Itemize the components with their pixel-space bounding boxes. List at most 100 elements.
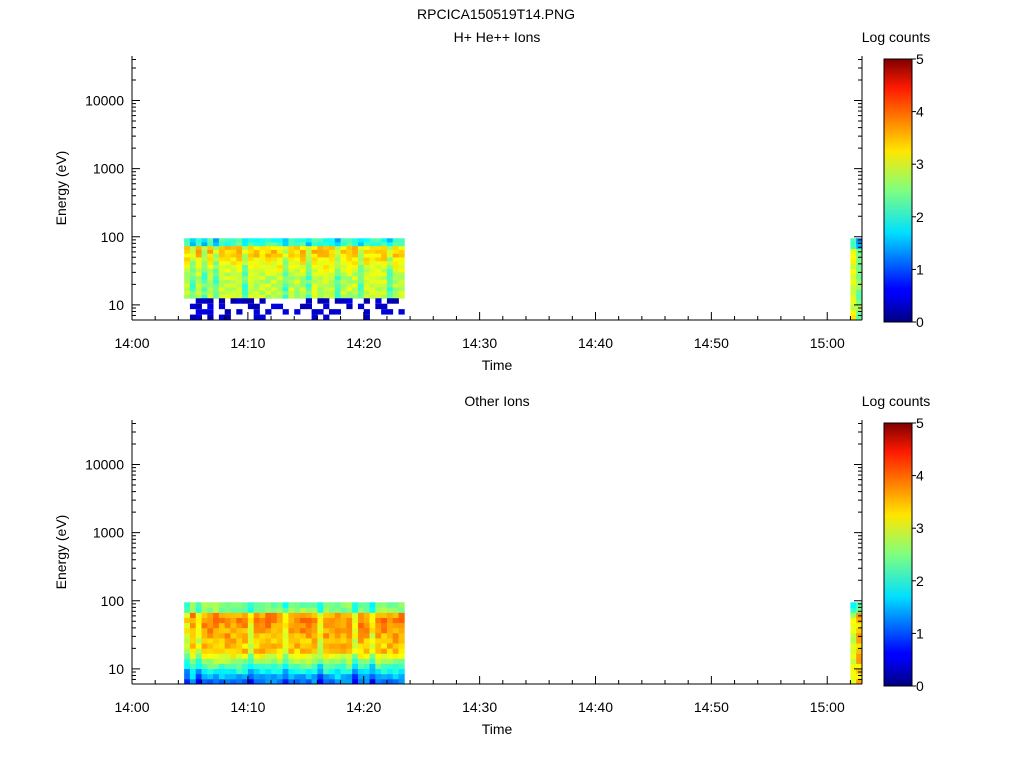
heatmap-cell [850,658,857,664]
heatmap-cell [294,663,301,670]
heatmap-cell [247,298,255,304]
heatmap-cell [386,643,394,649]
heatmap-cell [282,678,289,685]
heatmap-cell [398,290,405,295]
heatmap-cell [346,617,353,624]
heatmap-cell [276,245,284,250]
heatmap-cell [282,607,289,613]
heatmap-cell [317,643,324,649]
heatmap-cell [265,264,272,269]
heatmap-cell [207,249,214,254]
heatmap-cell [184,632,191,639]
heatmap-cell [317,257,324,262]
heatmap-cell [265,622,272,629]
heatmap-cell [276,612,284,618]
heatmap-cell [271,253,278,258]
heatmap-cell [218,648,226,654]
heatmap-cell [305,612,312,618]
heatmap-cell [340,257,347,262]
heatmap-cell [253,272,260,277]
heatmap-cell [259,260,266,265]
heatmap-cell [259,275,266,280]
heatmap-cell [247,294,255,299]
heatmap-cell [195,275,202,280]
heatmap-cell [224,643,231,649]
heatmap-cell [265,272,272,277]
heatmap-cell [184,663,191,670]
heatmap-cell [259,602,266,608]
heatmap-cell [253,632,260,639]
heatmap-cell [856,673,863,680]
heatmap-cell [340,612,347,618]
heatmap-cell [282,279,289,284]
heatmap-cell [253,643,260,649]
heatmap-cell [201,275,208,280]
heatmap-cell [242,622,249,629]
heatmap-cell [317,678,324,685]
heatmap-cell [236,260,243,265]
heatmap-cell [363,622,370,629]
heatmap-cell [328,287,336,292]
heatmap-cell [317,648,324,654]
heatmap-cell [856,248,863,254]
x-axis-label: Time [482,721,513,737]
heatmap-cell [230,287,237,292]
heatmap-cell [369,602,376,608]
heatmap-cell [247,279,255,284]
heatmap-cell [242,678,249,685]
heatmap-cell [224,622,231,629]
heatmap-cell [386,298,394,304]
heatmap-cell [271,272,278,277]
heatmap-cell [323,673,330,680]
heatmap-cell [253,612,260,618]
heatmap-cell [375,245,382,250]
heatmap-cell [305,249,312,254]
heatmap-cell [230,249,237,254]
heatmap-cell [340,668,347,675]
heatmap-cell [265,238,272,243]
heatmap-cell [386,287,394,292]
heatmap-cell [311,678,318,685]
heatmap-cell [271,245,278,250]
x-tick-label: 15:00 [810,699,845,715]
heatmap-cell [218,238,226,243]
heatmap-cell [288,264,295,269]
heatmap-cell [247,257,255,262]
heatmap-cell [300,607,307,613]
heatmap-cell [213,612,220,618]
heatmap-cell [189,607,197,613]
heatmap-cell [346,245,353,250]
heatmap-cell [850,248,857,254]
heatmap-cell [328,643,336,649]
heatmap-cell [850,627,857,634]
heatmap-cell [317,238,324,243]
colorbar-tick-label: 0 [916,314,924,330]
x-tick-label: 14:50 [694,335,729,351]
heatmap-cell [218,298,226,304]
heatmap-cell [357,238,365,243]
heatmap-cell [218,607,226,613]
heatmap-cell [850,617,857,624]
heatmap-cell [346,275,353,280]
heatmap-cell [213,607,220,613]
heatmap-cell [357,668,365,675]
heatmap-cell [369,622,376,629]
heatmap-cell [213,238,220,243]
heatmap-cell [305,245,312,250]
heatmap-cell [242,638,249,644]
heatmap-cell [247,245,255,250]
heatmap-cell [247,612,255,618]
heatmap-cell [288,257,295,262]
heatmap-cell [334,260,341,265]
heatmap-cell [271,648,278,654]
heatmap-cell [294,612,301,618]
heatmap-cell [346,294,353,299]
heatmap-cell [363,638,370,644]
heatmap-cell [398,668,405,675]
heatmap-cell [184,268,191,273]
heatmap-cell [340,658,347,664]
heatmap-cell [271,653,278,659]
heatmap-cell [850,678,857,685]
heatmap-cell [300,260,307,265]
heatmap-cell [276,275,284,280]
